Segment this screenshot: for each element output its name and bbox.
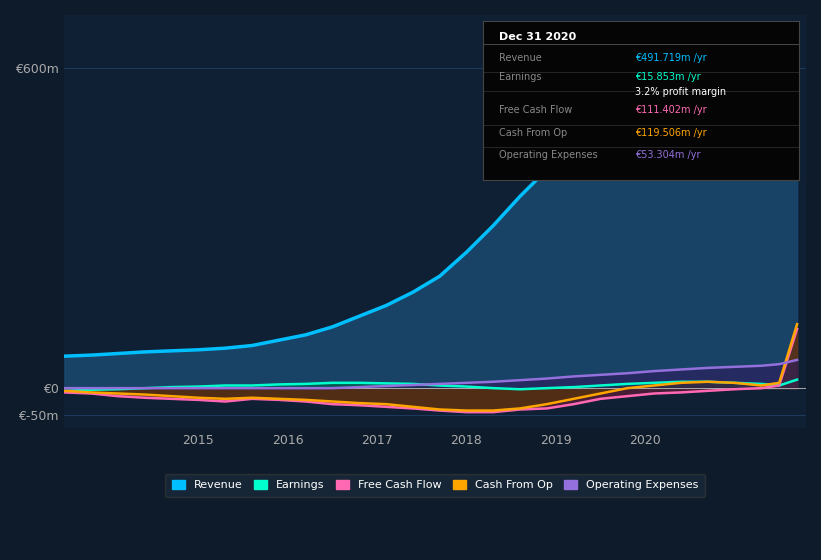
Legend: Revenue, Earnings, Free Cash Flow, Cash From Op, Operating Expenses: Revenue, Earnings, Free Cash Flow, Cash … <box>165 474 705 497</box>
